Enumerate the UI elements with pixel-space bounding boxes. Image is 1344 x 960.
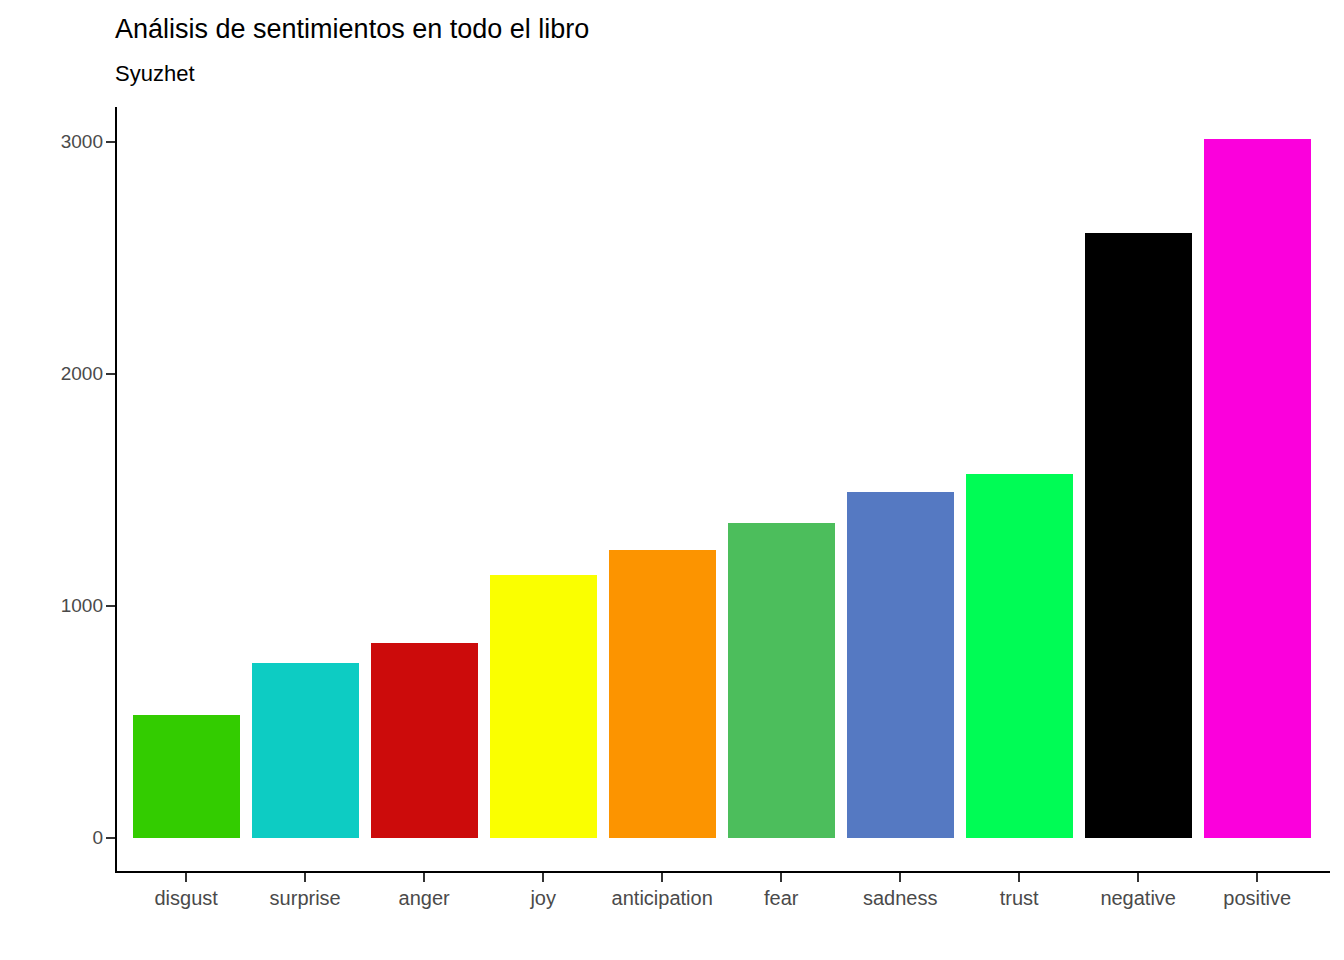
- y-axis-line: [115, 107, 117, 873]
- x-tick-negative: [1137, 873, 1139, 882]
- y-tick-3000: [106, 141, 115, 143]
- bar-surprise: [252, 663, 359, 838]
- bar-negative: [1085, 233, 1192, 838]
- x-axis-line: [115, 871, 1330, 873]
- x-tick-anticipation: [661, 873, 663, 882]
- x-tick-anger: [423, 873, 425, 882]
- x-tick-fear: [780, 873, 782, 882]
- x-tick-disgust: [185, 873, 187, 882]
- x-tick-surprise: [304, 873, 306, 882]
- bar-trust: [966, 474, 1073, 838]
- x-tick-sadness: [899, 873, 901, 882]
- bar-anticipation: [609, 550, 716, 838]
- sentiment-bar-chart: Análisis de sentimientos en todo el libr…: [0, 0, 1344, 960]
- x-tick-trust: [1018, 873, 1020, 882]
- y-tick-label-0: 0: [33, 828, 103, 848]
- bar-joy: [490, 575, 597, 838]
- bar-sadness: [847, 492, 954, 838]
- x-tick-positive: [1256, 873, 1258, 882]
- y-tick-label-1000: 1000: [33, 596, 103, 616]
- x-tick-label-positive: positive: [1187, 887, 1327, 909]
- chart-subtitle: Syuzhet: [115, 60, 195, 88]
- y-tick-2000: [106, 373, 115, 375]
- y-tick-label-2000: 2000: [33, 364, 103, 384]
- bar-positive: [1204, 139, 1311, 838]
- bar-anger: [371, 643, 478, 838]
- y-tick-1000: [106, 605, 115, 607]
- bar-fear: [728, 523, 835, 838]
- x-tick-joy: [542, 873, 544, 882]
- y-tick-0: [106, 837, 115, 839]
- y-tick-label-3000: 3000: [33, 132, 103, 152]
- bar-disgust: [133, 715, 240, 838]
- chart-title: Análisis de sentimientos en todo el libr…: [115, 13, 589, 45]
